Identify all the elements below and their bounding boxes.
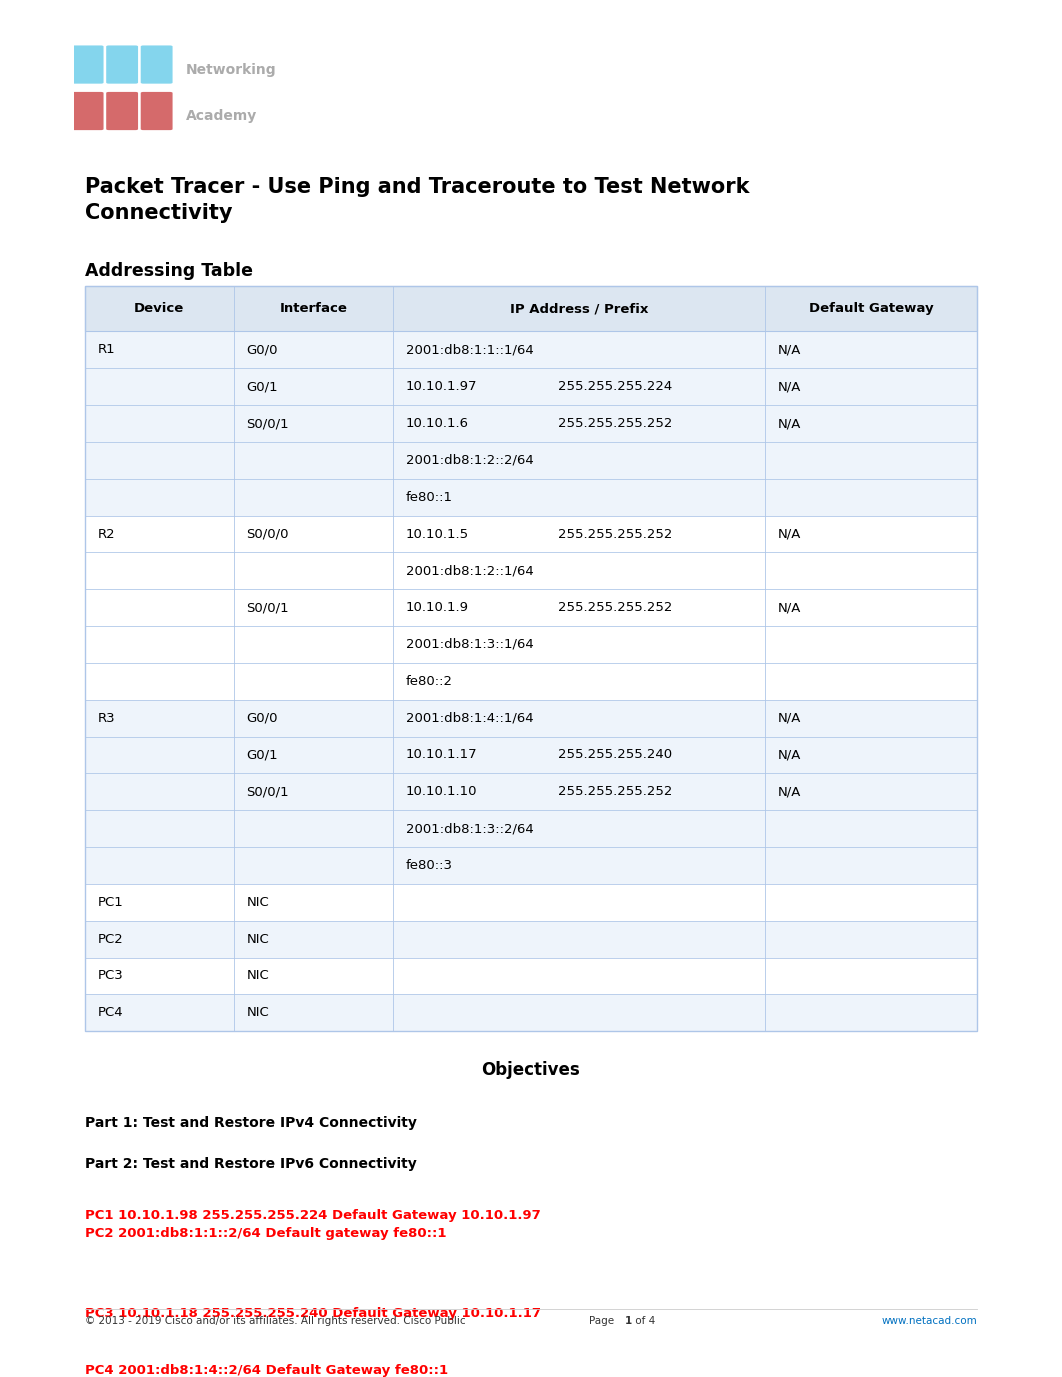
Bar xyxy=(85,921,977,957)
Text: NIC: NIC xyxy=(246,1007,269,1019)
Text: N/A: N/A xyxy=(777,712,801,724)
Text: NIC: NIC xyxy=(246,932,269,946)
Bar xyxy=(85,552,977,589)
Text: N/A: N/A xyxy=(777,343,801,357)
Text: N/A: N/A xyxy=(777,785,801,799)
Text: 10.10.1.5: 10.10.1.5 xyxy=(406,527,468,541)
Text: PC1 10.10.1.98 255.255.255.224 Default Gateway 10.10.1.97
PC2 2001:db8:1:1::2/64: PC1 10.10.1.98 255.255.255.224 Default G… xyxy=(85,1209,541,1239)
Text: Packet Tracer - Use Ping and Traceroute to Test Network
Connectivity: Packet Tracer - Use Ping and Traceroute … xyxy=(85,178,750,223)
Text: 10.10.1.97: 10.10.1.97 xyxy=(406,380,477,394)
Text: 255.255.255.252: 255.255.255.252 xyxy=(558,527,672,541)
Text: 255.255.255.240: 255.255.255.240 xyxy=(558,749,671,761)
Text: PC3: PC3 xyxy=(98,969,123,982)
Text: PC4: PC4 xyxy=(98,1007,123,1019)
Text: S0/0/1: S0/0/1 xyxy=(246,417,289,430)
Text: Page: Page xyxy=(589,1316,618,1326)
FancyBboxPatch shape xyxy=(140,92,172,131)
Bar xyxy=(85,368,977,405)
Text: PC4 2001:db8:1:4::2/64 Default Gateway fe80::1: PC4 2001:db8:1:4::2/64 Default Gateway f… xyxy=(85,1365,448,1377)
Bar xyxy=(85,589,977,627)
Text: 2001:db8:1:1::1/64: 2001:db8:1:1::1/64 xyxy=(406,343,533,357)
Text: G0/1: G0/1 xyxy=(246,749,278,761)
Text: Networking: Networking xyxy=(186,63,276,77)
Bar xyxy=(85,286,977,332)
Text: Objectives: Objectives xyxy=(482,1062,580,1080)
Text: PC1: PC1 xyxy=(98,896,123,909)
Bar xyxy=(85,627,977,662)
Text: 2001:db8:1:4::1/64: 2001:db8:1:4::1/64 xyxy=(406,712,533,724)
Text: Part 1: Test and Restore IPv4 Connectivity: Part 1: Test and Restore IPv4 Connectivi… xyxy=(85,1115,416,1129)
Text: N/A: N/A xyxy=(777,749,801,761)
Text: 255.255.255.252: 255.255.255.252 xyxy=(558,417,672,430)
FancyBboxPatch shape xyxy=(72,45,104,84)
FancyBboxPatch shape xyxy=(72,92,104,131)
Text: G0/0: G0/0 xyxy=(246,343,278,357)
Text: fe80::3: fe80::3 xyxy=(406,859,452,872)
Text: 10.10.1.17: 10.10.1.17 xyxy=(406,749,477,761)
Text: 2001:db8:1:2::1/64: 2001:db8:1:2::1/64 xyxy=(406,565,533,577)
Text: 10.10.1.10: 10.10.1.10 xyxy=(406,785,477,799)
Text: N/A: N/A xyxy=(777,380,801,394)
Text: IP Address / Prefix: IP Address / Prefix xyxy=(510,303,648,315)
Bar xyxy=(85,737,977,774)
FancyBboxPatch shape xyxy=(140,45,172,84)
Text: PC3 10.10.1.18 255.255.255.240 Default Gateway 10.10.1.17: PC3 10.10.1.18 255.255.255.240 Default G… xyxy=(85,1307,541,1319)
Text: S0/0/1: S0/0/1 xyxy=(246,602,289,614)
Bar xyxy=(85,332,977,368)
FancyBboxPatch shape xyxy=(106,45,138,84)
Text: R2: R2 xyxy=(98,527,116,541)
Bar xyxy=(85,286,977,1031)
Text: Interface: Interface xyxy=(279,303,347,315)
Bar xyxy=(85,884,977,921)
Text: of 4: of 4 xyxy=(632,1316,655,1326)
Text: G0/0: G0/0 xyxy=(246,712,278,724)
Text: Academy: Academy xyxy=(186,109,257,123)
Text: S0/0/0: S0/0/0 xyxy=(246,527,289,541)
Text: NIC: NIC xyxy=(246,896,269,909)
Bar xyxy=(85,479,977,515)
Bar xyxy=(85,515,977,552)
Text: PC2: PC2 xyxy=(98,932,123,946)
Text: © 2013 - 2019 Cisco and/or its affiliates. All rights reserved. Cisco Public: © 2013 - 2019 Cisco and/or its affiliate… xyxy=(85,1316,465,1326)
Text: R1: R1 xyxy=(98,343,116,357)
Text: N/A: N/A xyxy=(777,417,801,430)
FancyBboxPatch shape xyxy=(106,92,138,131)
Text: 2001:db8:1:2::2/64: 2001:db8:1:2::2/64 xyxy=(406,454,533,467)
Text: Device: Device xyxy=(134,303,185,315)
Bar xyxy=(85,442,977,479)
Text: G0/1: G0/1 xyxy=(246,380,278,394)
Text: S0/0/1: S0/0/1 xyxy=(246,785,289,799)
Bar xyxy=(85,662,977,700)
Text: 255.255.255.252: 255.255.255.252 xyxy=(558,602,672,614)
Text: www.netacad.com: www.netacad.com xyxy=(881,1316,977,1326)
Bar xyxy=(85,847,977,884)
Text: N/A: N/A xyxy=(777,602,801,614)
Text: N/A: N/A xyxy=(777,527,801,541)
Text: 2001:db8:1:3::2/64: 2001:db8:1:3::2/64 xyxy=(406,822,533,834)
Text: 255.255.255.224: 255.255.255.224 xyxy=(558,380,672,394)
Text: 10.10.1.6: 10.10.1.6 xyxy=(406,417,468,430)
Text: Addressing Table: Addressing Table xyxy=(85,262,253,280)
Bar xyxy=(85,405,977,442)
Text: fe80::1: fe80::1 xyxy=(406,490,452,504)
Text: 1: 1 xyxy=(624,1316,632,1326)
Text: R3: R3 xyxy=(98,712,116,724)
Text: 10.10.1.9: 10.10.1.9 xyxy=(406,602,468,614)
Bar xyxy=(85,700,977,737)
Text: 2001:db8:1:3::1/64: 2001:db8:1:3::1/64 xyxy=(406,638,533,651)
Bar xyxy=(85,957,977,994)
Text: 255.255.255.252: 255.255.255.252 xyxy=(558,785,672,799)
Text: Part 2: Test and Restore IPv6 Connectivity: Part 2: Test and Restore IPv6 Connectivi… xyxy=(85,1157,416,1170)
Bar xyxy=(85,994,977,1031)
Text: fe80::2: fe80::2 xyxy=(406,675,452,688)
Text: NIC: NIC xyxy=(246,969,269,982)
Bar xyxy=(85,774,977,810)
Text: Default Gateway: Default Gateway xyxy=(808,303,933,315)
Bar xyxy=(85,810,977,847)
